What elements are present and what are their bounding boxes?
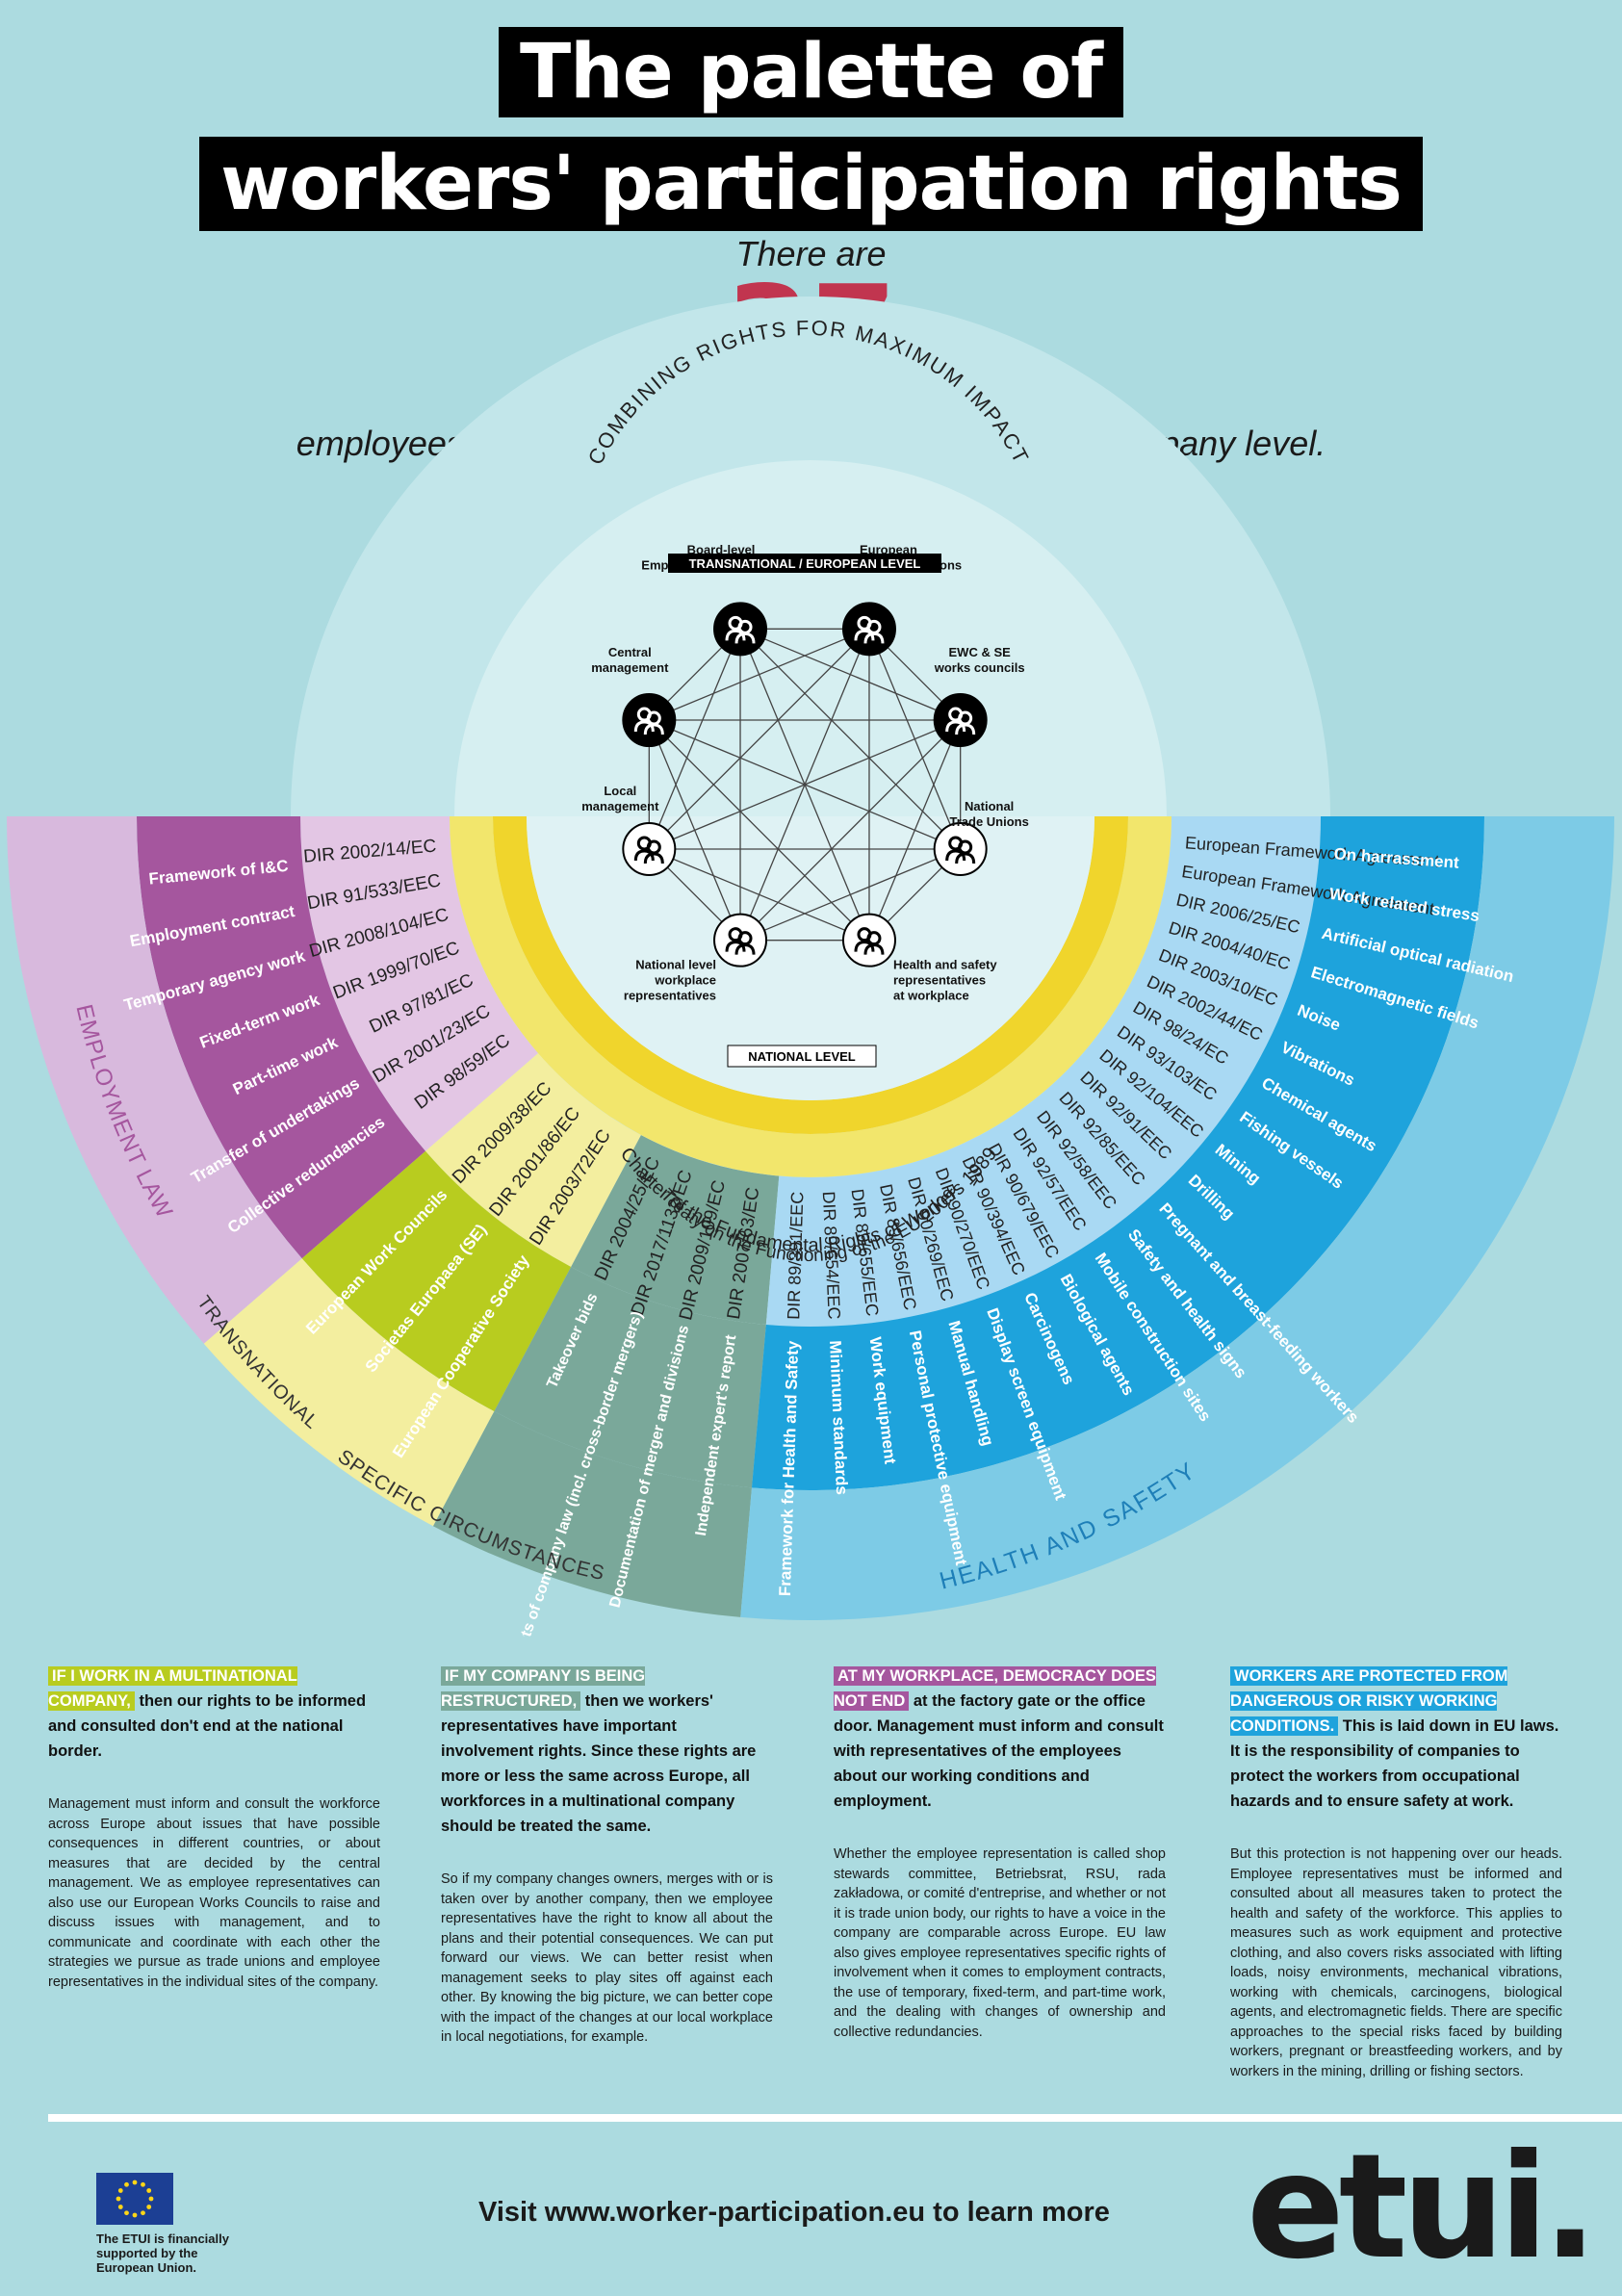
ring-employment-outer: [7, 816, 302, 1344]
hub-node-label: works councils: [934, 660, 1025, 675]
title-line-2: workers' participation rights: [0, 137, 1622, 231]
hub-node-label: Health and safety: [893, 958, 997, 972]
star-icon: [132, 2180, 138, 2185]
star-icon: [117, 2188, 123, 2193]
hub-node-label: Trade Unions: [949, 814, 1028, 829]
participation-diagram: Board-levelEmployee RepresentativesEurop…: [7, 297, 1614, 1637]
hub-node-label: management: [581, 799, 659, 813]
national-level-text: NATIONAL LEVEL: [748, 1049, 856, 1064]
ring-specific-inner: [571, 1135, 780, 1325]
hub-node-label: European: [860, 542, 917, 556]
hub-node-label: Local: [604, 784, 636, 798]
network-link: [739, 848, 961, 942]
footer: [0, 2122, 1622, 2296]
info-column-workplace: AT MY WORKPLACE, DEMOCRACY DOES NOT END …: [834, 1664, 1166, 2042]
column-body: But this protection is not happening ove…: [1230, 1846, 1562, 2079]
network-link: [739, 719, 962, 942]
network-link: [739, 628, 962, 850]
network-link: [648, 719, 741, 941]
ring-specific-outer: [432, 1411, 752, 1617]
eu-support-text: The ETUI is financially supported by the…: [96, 2232, 229, 2275]
people-icon: [633, 707, 664, 735]
column-body: So if my company changes owners, merges …: [441, 1871, 773, 2045]
hub-node-label: National: [965, 799, 1014, 813]
transnational-level-text: TRANSNATIONAL / EUROPEAN LEVEL: [689, 556, 921, 571]
treaty-ring: [493, 816, 1128, 1134]
people-icon: [725, 615, 756, 644]
network-link: [649, 628, 870, 721]
people-icon: [633, 836, 664, 864]
network-link: [648, 719, 870, 942]
hub-node-label: at workplace: [893, 989, 969, 1003]
ring-health-mid: [751, 816, 1484, 1490]
star-icon: [141, 2210, 145, 2216]
title-line-1: The palette of: [0, 27, 1622, 117]
star-icon: [124, 2181, 129, 2187]
transnational-level-tag: [668, 554, 941, 573]
divider-line: [48, 2114, 1622, 2122]
sector-rings: [7, 816, 1614, 1621]
hub-node-label: management: [591, 660, 669, 675]
ring-transnational-inner: [425, 1053, 641, 1267]
ring-transnational-outer: [203, 1258, 495, 1527]
hub-node-label: National level: [635, 958, 716, 972]
hub-node-label: workplace: [654, 973, 716, 988]
directive-label: DIR 89/391/EEC: [784, 1191, 807, 1320]
hub-node-label: representatives: [893, 973, 986, 988]
column-body: Management must inform and consult the w…: [48, 1796, 380, 1990]
charter-ring: [450, 816, 1171, 1177]
star-icon: [117, 2205, 123, 2209]
people-icon: [945, 836, 976, 864]
star-icon: [148, 2196, 154, 2202]
visit-link[interactable]: Visit www.worker-participation.eu to lea…: [478, 2197, 1110, 2228]
people-icon: [945, 707, 976, 735]
ring-specific-mid: [494, 1266, 766, 1488]
hub-node-label: representatives: [624, 989, 716, 1003]
star-icon: [132, 2212, 138, 2218]
star-icon: [124, 2210, 129, 2216]
ring-health-outer: [740, 816, 1614, 1621]
star-icon: [141, 2181, 145, 2187]
eu-flag-logo: [96, 2173, 173, 2225]
intro-there-are: There are: [735, 234, 887, 273]
ring-employment-mid: [137, 816, 426, 1259]
info-column-health: WORKERS ARE PROTECTED FROM DANGEROUS OR …: [1230, 1664, 1562, 2081]
hub-network: Board-levelEmployee RepresentativesEurop…: [581, 542, 1029, 1002]
info-column-multinational: IF I WORK IN A MULTINATIONAL COMPANY, th…: [48, 1664, 380, 1992]
network-link: [649, 848, 870, 942]
hub-node-label: Board-level: [687, 542, 756, 556]
star-icon: [146, 2188, 152, 2193]
etui-logo: etui.: [1247, 2124, 1598, 2291]
hub-node-label: EWC & SE: [949, 645, 1012, 659]
people-icon: [854, 927, 885, 955]
ring-employment-inner: [300, 816, 538, 1151]
people-icon: [854, 615, 885, 644]
star-icon: [146, 2205, 152, 2209]
ring-health-inner: [765, 816, 1321, 1327]
column-body: Whether the employee representation is c…: [834, 1846, 1166, 2040]
national-level-tag: [727, 1045, 877, 1068]
info-column-restructured: IF MY COMPANY IS BEING RESTRUCTURED, the…: [441, 1664, 773, 2048]
network-link: [648, 628, 870, 850]
network-link: [649, 719, 961, 850]
ring-transnational-mid: [301, 1150, 572, 1412]
center-fill: [527, 816, 1094, 1100]
people-icon: [725, 927, 756, 955]
star-icon: [116, 2196, 121, 2202]
hub-node-label: Central: [608, 645, 652, 659]
